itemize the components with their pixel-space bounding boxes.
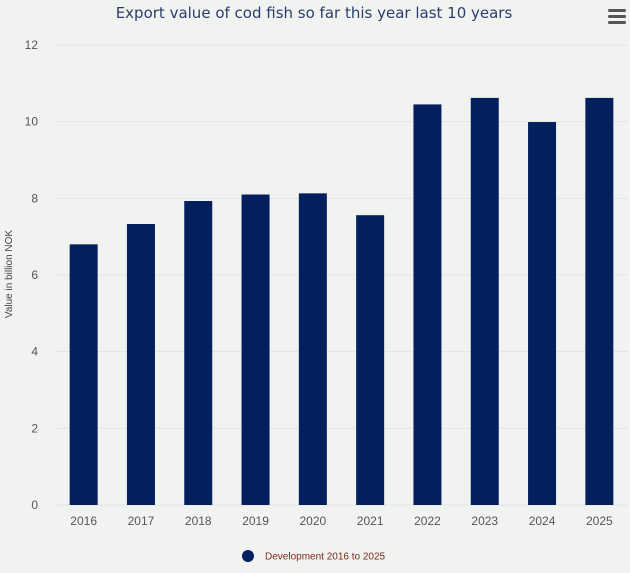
- legend-label: Development 2016 to 2025: [265, 552, 386, 563]
- bar[interactable]: [356, 215, 385, 505]
- bar[interactable]: [241, 194, 270, 506]
- legend[interactable]: Development 2016 to 2025: [242, 550, 386, 563]
- y-axis-label: Value in billion NOK: [4, 230, 15, 319]
- y-tick-label: 0: [31, 498, 38, 512]
- bars: [69, 97, 614, 506]
- x-tick-label: 2020: [299, 514, 326, 528]
- y-tick-label: 4: [31, 345, 38, 359]
- bar[interactable]: [585, 97, 614, 506]
- x-tick-label: 2018: [185, 514, 212, 528]
- x-tick-label: 2016: [70, 514, 97, 528]
- x-tick-label: 2017: [128, 514, 155, 528]
- hamburger-menu-icon: [608, 9, 626, 24]
- bar[interactable]: [528, 122, 557, 506]
- menu-button[interactable]: [604, 6, 628, 26]
- x-tick-label: 2022: [414, 514, 441, 528]
- x-tick-label: 2019: [242, 514, 269, 528]
- legend-marker: [242, 550, 254, 562]
- y-axis-ticks: 0 2 4 6 8 10 12: [25, 38, 39, 512]
- x-tick-label: 2024: [529, 514, 556, 528]
- x-tick-label: 2025: [586, 514, 613, 528]
- bar[interactable]: [470, 97, 499, 506]
- y-tick-label: 10: [25, 115, 39, 129]
- y-tick-label: 2: [31, 421, 38, 435]
- bar[interactable]: [413, 104, 442, 506]
- y-tick-label: 8: [31, 191, 38, 205]
- chart-title: Export value of cod fish so far this yea…: [116, 4, 513, 22]
- bar[interactable]: [184, 201, 213, 505]
- y-tick-label: 12: [25, 38, 39, 52]
- bar[interactable]: [69, 244, 98, 506]
- x-axis-ticks: 2016 2017 2018 2019 2020 2021 2022 2023 2024 2025: [70, 514, 613, 528]
- x-tick-label: 2023: [471, 514, 498, 528]
- y-tick-label: 6: [31, 268, 38, 282]
- bar[interactable]: [126, 224, 155, 505]
- bar[interactable]: [298, 193, 327, 505]
- x-tick-label: 2021: [357, 514, 384, 528]
